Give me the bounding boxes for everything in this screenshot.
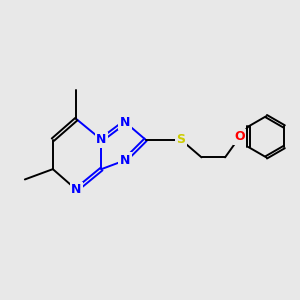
Text: N: N: [96, 133, 106, 146]
Text: N: N: [120, 154, 130, 167]
Text: O: O: [235, 130, 245, 143]
Text: S: S: [176, 133, 185, 146]
Text: N: N: [71, 183, 82, 196]
Text: N: N: [120, 116, 130, 128]
